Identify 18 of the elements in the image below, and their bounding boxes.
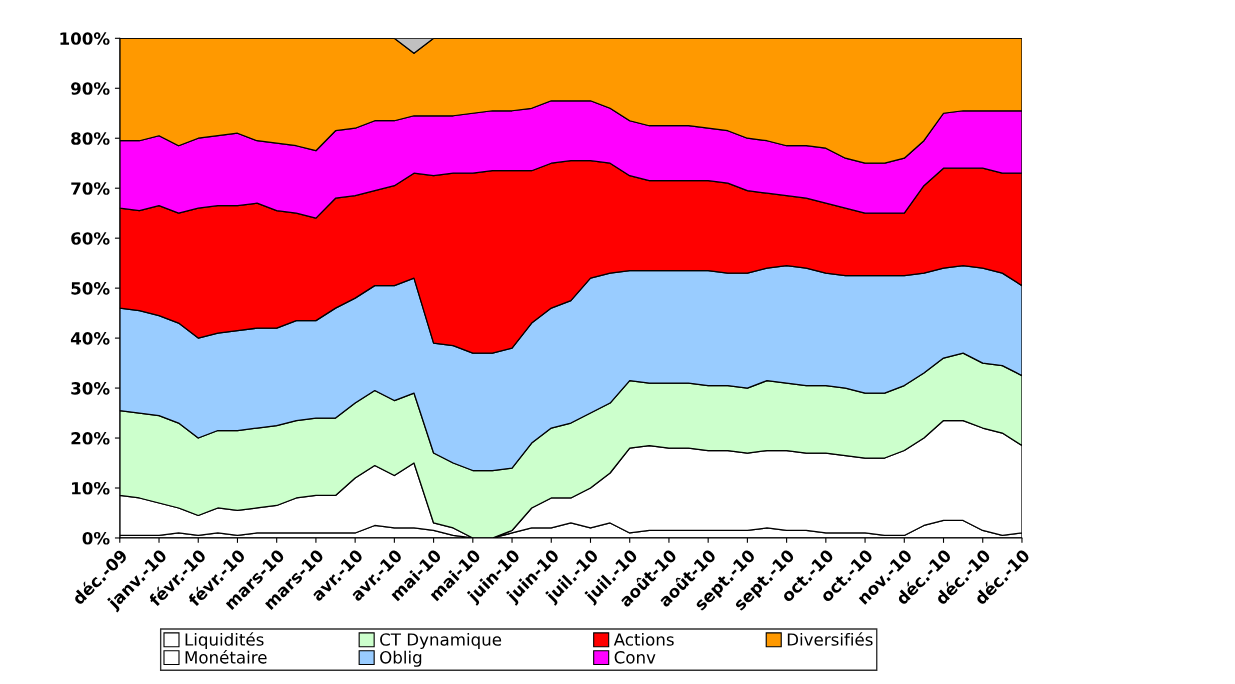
legend-label: Liquidités (185, 632, 264, 650)
y-tick-label: 20% (71, 432, 110, 445)
y-tick-label: 60% (71, 232, 110, 245)
y-tick-label: 90% (71, 82, 110, 95)
y-tick-label: 50% (71, 282, 110, 295)
y-tick-label: 10% (72, 481, 110, 495)
y-tick-label: 40% (70, 332, 110, 345)
legend-label: Diversifiés (787, 632, 873, 646)
y-tick-label: 0% (82, 531, 110, 545)
y-tick-label: 70% (71, 182, 110, 195)
legend-label: Oblig (380, 650, 422, 667)
y-tick-label: 100% (60, 32, 110, 45)
legend-label: Conv (614, 651, 656, 664)
legend-label: CT Dynamique (380, 632, 502, 650)
legend-label: Actions (613, 632, 674, 646)
y-tick-label: 80% (71, 132, 110, 145)
y-tick-label: 30% (71, 382, 110, 395)
legend-label: Monétaire (185, 650, 267, 664)
